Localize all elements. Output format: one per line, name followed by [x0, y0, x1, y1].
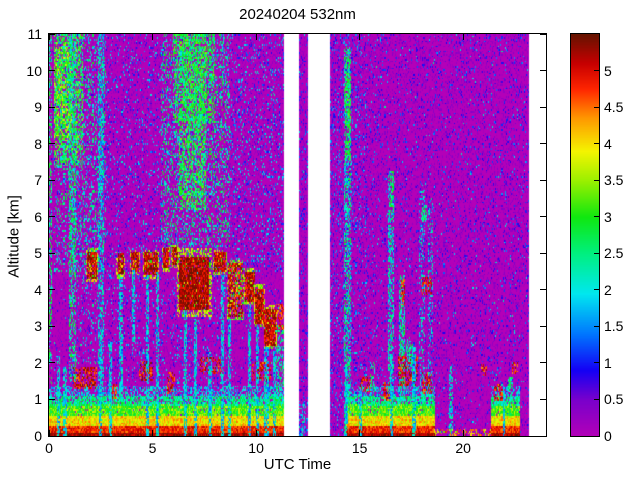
y-tick-label: 7	[34, 172, 42, 189]
colorbar-tick-mark	[594, 289, 599, 291]
y-tick-mark	[540, 362, 546, 364]
colorbar-tick-mark	[594, 362, 599, 364]
y-tick-label: 6	[34, 208, 42, 225]
plot-area	[48, 33, 547, 437]
y-tick-mark	[49, 70, 55, 72]
y-tick-mark	[540, 106, 546, 108]
colorbar	[570, 33, 600, 437]
y-tick-mark	[540, 70, 546, 72]
colorbar-tick-label: 1.5	[604, 318, 624, 335]
colorbar-tick-label: 0.5	[604, 391, 624, 408]
colorbar-tick-label: 3.5	[604, 172, 624, 189]
x-tick-mark	[462, 430, 464, 436]
y-tick-mark	[540, 143, 546, 145]
colorbar-tick-mark	[594, 398, 599, 400]
colorbar-tick-mark	[594, 70, 599, 72]
y-tick-mark	[49, 435, 55, 437]
y-tick-mark	[49, 216, 55, 218]
heatmap-canvas	[49, 34, 546, 436]
y-tick-label: 0	[34, 428, 42, 444]
colorbar-tick-mark	[594, 216, 599, 218]
colorbar-tick-mark	[594, 179, 599, 181]
x-tick-label: 10	[248, 440, 264, 456]
y-tick-mark	[540, 216, 546, 218]
colorbar-tick-mark	[594, 106, 599, 108]
y-tick-mark	[49, 33, 55, 35]
colorbar-tick-mark	[594, 252, 599, 254]
y-tick-mark	[49, 252, 55, 254]
y-tick-mark	[49, 362, 55, 364]
y-tick-label: 8	[34, 135, 42, 152]
y-tick-mark	[540, 289, 546, 291]
y-tick-label: 9	[34, 99, 42, 116]
x-tick-mark	[359, 34, 361, 40]
colorbar-canvas	[571, 34, 599, 436]
y-tick-mark	[49, 179, 55, 181]
chart-title: 20240204 532nm	[239, 6, 356, 23]
colorbar-tick-mark	[594, 325, 599, 327]
colorbar-tick-label: 1	[604, 354, 612, 371]
colorbar-tick-label: 2	[604, 281, 612, 298]
x-tick-mark	[359, 430, 361, 436]
y-tick-label: 2	[34, 354, 42, 371]
y-tick-mark	[49, 325, 55, 327]
colorbar-tick-label: 3	[604, 208, 612, 225]
x-axis-label: UTC Time	[263, 456, 332, 473]
colorbar-tick-label: 4	[604, 135, 612, 152]
y-tick-label: 1	[34, 391, 42, 408]
y-tick-label: 11	[27, 26, 42, 42]
x-tick-label: 5	[148, 440, 157, 456]
y-tick-mark	[540, 325, 546, 327]
y-tick-mark	[540, 398, 546, 400]
y-tick-mark	[540, 33, 546, 35]
x-tick-mark	[255, 430, 257, 436]
y-tick-mark	[49, 398, 55, 400]
x-tick-mark	[462, 34, 464, 40]
colorbar-tick-mark	[594, 143, 599, 145]
y-tick-mark	[540, 179, 546, 181]
x-tick-label: 0	[45, 440, 53, 456]
colorbar-tick-mark	[594, 435, 599, 437]
x-tick-mark	[48, 34, 50, 40]
y-tick-label: 5	[34, 245, 42, 262]
y-tick-mark	[49, 106, 55, 108]
x-tick-mark	[255, 34, 257, 40]
x-tick-label: 15	[351, 440, 368, 456]
x-tick-mark	[152, 430, 154, 436]
y-tick-label: 3	[34, 318, 42, 335]
x-tick-mark	[48, 430, 50, 436]
colorbar-tick-label: 0	[604, 428, 612, 444]
y-tick-mark	[540, 252, 546, 254]
y-tick-mark	[49, 143, 55, 145]
colorbar-tick-label: 5	[604, 62, 612, 79]
x-tick-mark	[152, 34, 154, 40]
x-tick-label: 20	[455, 440, 471, 456]
y-axis-label: Altitude [km]	[5, 195, 23, 278]
y-tick-mark	[49, 289, 55, 291]
y-tick-mark	[540, 435, 546, 437]
y-tick-label: 10	[26, 62, 42, 79]
y-tick-label: 4	[34, 281, 42, 298]
colorbar-tick-label: 4.5	[604, 99, 624, 116]
colorbar-tick-label: 2.5	[604, 245, 624, 262]
